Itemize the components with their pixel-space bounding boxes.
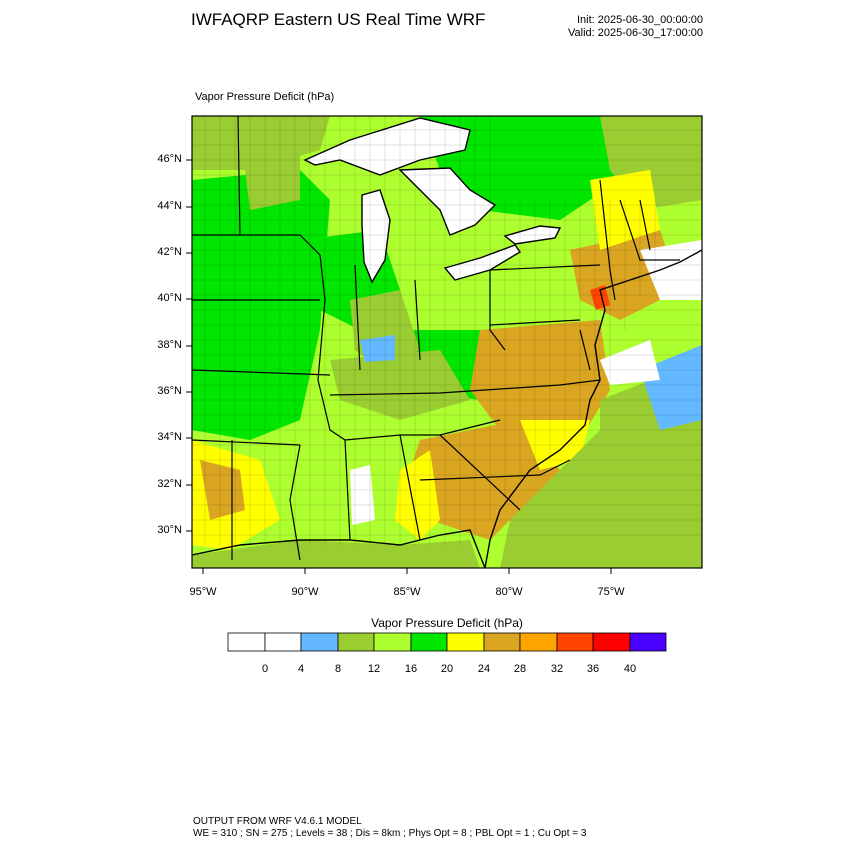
lat-label: 44°N bbox=[157, 200, 182, 212]
lat-label: 40°N bbox=[157, 292, 182, 304]
region-minnesota-olive bbox=[240, 130, 300, 210]
lat-label: 46°N bbox=[157, 153, 182, 165]
lat-label: 34°N bbox=[157, 431, 182, 443]
lake-superior bbox=[305, 118, 470, 175]
lon-label: 75°W bbox=[597, 586, 625, 598]
colorbar-title: Vapor Pressure Deficit (hPa) bbox=[371, 616, 523, 630]
colorbar-label: 4 bbox=[297, 663, 305, 675]
indiana-blue-patch bbox=[360, 335, 395, 362]
lat-label: 42°N bbox=[157, 246, 182, 258]
colorbar-label: 0 bbox=[261, 663, 269, 675]
colorbar-label: 40 bbox=[623, 663, 637, 675]
colorbar bbox=[227, 632, 667, 652]
map-title: IWFAQRP Eastern US Real Time WRF bbox=[191, 10, 486, 29]
colorbar-label: 12 bbox=[367, 663, 381, 675]
lat-label: 30°N bbox=[157, 524, 182, 536]
colorbar-label: 36 bbox=[586, 663, 600, 675]
lake-huron bbox=[400, 168, 495, 235]
map-frame bbox=[191, 115, 703, 569]
colorbar-box bbox=[300, 632, 339, 652]
field-label: Vapor Pressure Deficit (hPa) bbox=[195, 91, 335, 103]
colorbar-box bbox=[556, 632, 594, 652]
region-plains-green bbox=[192, 170, 330, 440]
lake-michigan bbox=[362, 190, 390, 282]
colorbar-box bbox=[446, 632, 485, 652]
colorbar-label: 20 bbox=[440, 663, 454, 675]
lon-label: 90°W bbox=[291, 586, 319, 598]
footer-model: OUTPUT FROM WRF V4.6.1 MODEL bbox=[193, 816, 362, 827]
region-georgia-dry bbox=[410, 420, 560, 540]
colorbar-box bbox=[227, 632, 266, 652]
region-nyc-hot bbox=[590, 285, 610, 310]
colorbar-box bbox=[410, 632, 448, 652]
region-alabama-yellow bbox=[395, 450, 440, 540]
lat-label: 36°N bbox=[157, 385, 182, 397]
colorbar-label: 32 bbox=[550, 663, 564, 675]
lat-label: 38°N bbox=[157, 339, 182, 351]
colorbar-box bbox=[519, 632, 558, 652]
coastlines bbox=[192, 117, 702, 568]
gulf-of-maine bbox=[640, 240, 702, 300]
axis-ticks bbox=[186, 159, 612, 574]
lake-erie bbox=[445, 245, 520, 280]
colorbar-label: 28 bbox=[513, 663, 527, 675]
valid-time: Valid: 2025-06-30_17:00:00 bbox=[568, 27, 703, 39]
colorbar-box bbox=[373, 632, 412, 652]
region-newyork-yellow bbox=[590, 170, 660, 250]
init-time: Init: 2025-06-30_00:00:00 bbox=[577, 14, 703, 26]
colorbar-label: 16 bbox=[404, 663, 418, 675]
region-louisiana-dry bbox=[200, 460, 245, 520]
colorbar-box bbox=[592, 632, 631, 652]
alabama-white-patch bbox=[350, 465, 375, 525]
colorbar-box bbox=[629, 632, 667, 652]
gulf-of-mexico bbox=[192, 540, 480, 568]
atlantic-ocean bbox=[500, 360, 702, 568]
lon-label: 80°W bbox=[495, 586, 523, 598]
lat-label: 32°N bbox=[157, 478, 182, 490]
colorbar-box bbox=[264, 632, 302, 652]
lake-ontario bbox=[505, 226, 560, 244]
colorbar-label: 8 bbox=[334, 663, 342, 675]
footer-config: WE = 310 ; SN = 275 ; Levels = 38 ; Dis … bbox=[193, 828, 587, 839]
lon-label: 95°W bbox=[189, 586, 217, 598]
state-boundaries bbox=[192, 116, 680, 561]
region-kentucky-olive bbox=[330, 350, 470, 420]
colorbar-box bbox=[483, 632, 521, 652]
lon-label: 85°W bbox=[393, 586, 421, 598]
colorbar-label: 24 bbox=[477, 663, 491, 675]
atlantic-white-patch bbox=[600, 340, 660, 385]
map-field bbox=[192, 116, 702, 568]
colorbar-box bbox=[337, 632, 375, 652]
